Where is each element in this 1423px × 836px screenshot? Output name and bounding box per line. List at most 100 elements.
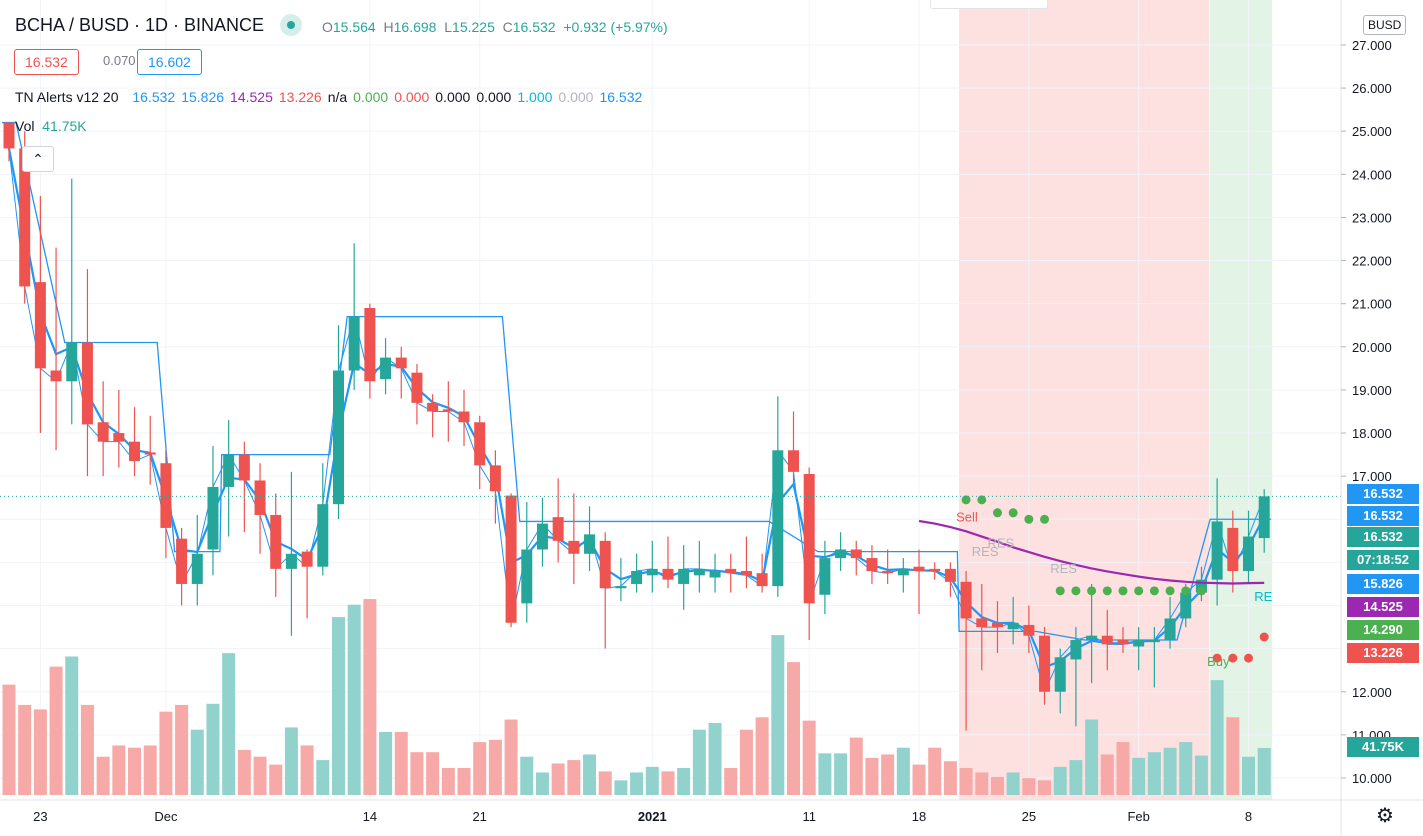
- indicator-value: 15.826: [181, 89, 225, 105]
- candle: [929, 562, 941, 580]
- time-tick-label: 25: [1022, 809, 1036, 824]
- candle: [129, 407, 141, 477]
- candle: [835, 532, 847, 572]
- candle: [238, 441, 250, 533]
- candle: [395, 346, 407, 399]
- candle: [819, 540, 831, 615]
- candle-body: [81, 342, 93, 425]
- signal-dot-red: [1244, 653, 1254, 663]
- volume-bar: [630, 772, 644, 795]
- candle: [1007, 596, 1019, 645]
- candle-body: [411, 372, 423, 403]
- volume-bar: [316, 760, 330, 795]
- candle: [442, 381, 454, 442]
- candle: [1117, 627, 1129, 653]
- candle: [191, 514, 203, 606]
- candle-body: [442, 409, 454, 412]
- symbol-title[interactable]: BCHA / BUSD · 1D · BINANCE: [15, 15, 265, 35]
- candle-body: [1180, 592, 1192, 619]
- sell-price-button[interactable]: 16.532: [14, 49, 79, 75]
- chevron-up-icon: ⌃: [32, 151, 44, 167]
- candle: [254, 463, 266, 554]
- candle-body: [756, 573, 768, 587]
- time-tick-label: 8: [1245, 809, 1252, 824]
- toolbar-handle[interactable]: [930, 0, 1048, 9]
- candle-body: [191, 553, 203, 584]
- candle: [270, 493, 282, 597]
- ohlc-legend: O15.564 H16.698 L15.225 C16.532 +0.932 (…: [322, 19, 668, 35]
- candle: [505, 493, 517, 628]
- volume-bar: [473, 742, 487, 795]
- price-axis-label: 41.75K: [1347, 737, 1419, 757]
- signal-dot-green: [977, 495, 987, 505]
- volume-bar: [33, 709, 47, 795]
- candle-body: [803, 474, 815, 604]
- volume-bar: [959, 767, 973, 795]
- high-label: H: [383, 19, 394, 35]
- signal-dot-green: [992, 508, 1002, 518]
- buy-price-button[interactable]: 16.602: [137, 49, 202, 75]
- candle-body: [1070, 640, 1082, 660]
- price-tick-label: 17.000: [1352, 469, 1392, 484]
- time-tick-label: 21: [472, 809, 486, 824]
- indicator-value: 1.000: [517, 89, 553, 105]
- candle-body: [788, 450, 799, 472]
- volume-label: Vol: [15, 118, 35, 134]
- candle-body: [1258, 496, 1270, 539]
- sell-zone: [959, 0, 1210, 800]
- candle: [1023, 605, 1035, 653]
- price-axis-label: 13.226: [1347, 643, 1419, 663]
- candle: [1211, 478, 1223, 606]
- candle-body: [113, 433, 125, 442]
- candle-body: [458, 411, 470, 423]
- candle-body: [254, 480, 266, 515]
- volume-bar: [300, 745, 314, 795]
- price-axis-label: 16.532: [1347, 527, 1419, 547]
- candle-body: [97, 422, 109, 442]
- volume-bar: [222, 653, 236, 795]
- volume-bar: [1194, 755, 1208, 795]
- volume-bar: [1132, 757, 1146, 795]
- candle: [1054, 648, 1066, 714]
- candle-body: [1023, 624, 1035, 636]
- volume-legend[interactable]: Vol 41.75K: [15, 118, 87, 134]
- candle: [1086, 583, 1098, 684]
- candle-body: [693, 568, 705, 576]
- candle-body: [740, 571, 752, 576]
- candle-body: [960, 581, 972, 619]
- candle-body: [395, 357, 407, 369]
- volume-bar: [583, 754, 597, 795]
- candle: [850, 540, 862, 576]
- time-tick-label: Dec: [154, 809, 178, 824]
- candle: [788, 411, 799, 485]
- volume-bar: [896, 747, 910, 795]
- price-tick-label: 21.000: [1352, 297, 1392, 312]
- candle: [1258, 489, 1270, 553]
- candle: [332, 325, 344, 520]
- price-tick-label: 19.000: [1352, 383, 1392, 398]
- signal-dot-green: [1040, 514, 1050, 524]
- time-tick-label: 23: [33, 809, 47, 824]
- gear-icon[interactable]: ⚙: [1376, 805, 1394, 827]
- volume-bar: [708, 722, 722, 795]
- signal-annotation: RES: [987, 535, 1014, 550]
- collapse-legend-button[interactable]: ⌃: [22, 146, 54, 172]
- currency-button[interactable]: BUSD: [1363, 15, 1407, 35]
- price-tick-label: 10.000: [1352, 771, 1392, 786]
- volume-bar: [1163, 747, 1177, 795]
- volume-bar: [677, 767, 691, 795]
- volume-bar: [331, 617, 345, 795]
- candle: [317, 463, 329, 576]
- candle-body: [505, 495, 517, 623]
- signal-dot-green: [1134, 586, 1144, 596]
- market-open-icon: [280, 14, 302, 36]
- candle-body: [882, 571, 894, 574]
- price-tick-label: 18.000: [1352, 426, 1392, 441]
- candle-body: [521, 549, 533, 604]
- candle-body: [427, 402, 439, 412]
- indicator-legend[interactable]: TN Alerts v12 20 16.532 15.826 14.525 13.22…: [15, 89, 648, 105]
- candle-body: [772, 450, 784, 587]
- candle-body: [552, 517, 564, 541]
- signal-dot-green: [1165, 586, 1175, 596]
